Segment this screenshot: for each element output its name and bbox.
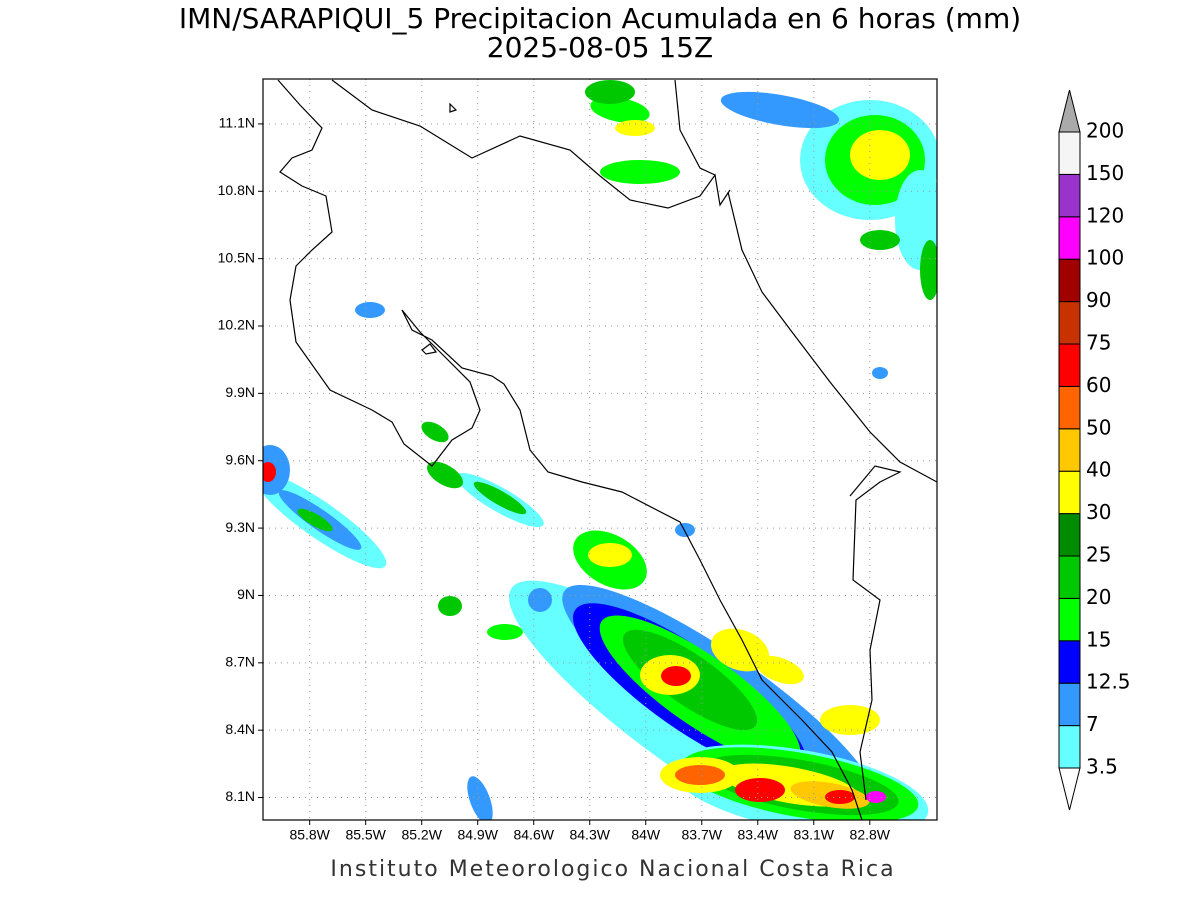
subtitle: 2025-08-05 15Z bbox=[487, 31, 713, 64]
caribbean-coast bbox=[674, 79, 937, 483]
lon-tick-label: 84.3W bbox=[569, 827, 610, 843]
rain-area bbox=[585, 80, 635, 104]
colorbar-segment bbox=[1058, 131, 1081, 175]
colorbar-label: 75 bbox=[1086, 331, 1111, 355]
colorbar-label: 12.5 bbox=[1086, 670, 1131, 694]
lon-tick-label: 85.2W bbox=[401, 827, 442, 843]
colorbar-label: 40 bbox=[1086, 458, 1111, 482]
lat-tick-label: 8.4N bbox=[225, 721, 255, 737]
colorbar-segment bbox=[1058, 682, 1081, 727]
lon-tick-label: 85.5W bbox=[345, 827, 386, 843]
rain-area bbox=[675, 765, 725, 785]
colorbar-label: 7 bbox=[1086, 712, 1099, 736]
colorbar-label: 25 bbox=[1086, 543, 1111, 567]
island bbox=[421, 102, 458, 355]
rain-area bbox=[866, 791, 886, 803]
colorbar-label: 3.5 bbox=[1086, 755, 1118, 779]
rain-area bbox=[735, 778, 785, 802]
colorbar-segment bbox=[1058, 258, 1081, 303]
colorbar-segment bbox=[1058, 597, 1081, 642]
lat-tick-label: 9.3N bbox=[225, 519, 255, 535]
lat-tick-label: 10.5N bbox=[218, 249, 255, 265]
colorbar-segment bbox=[1058, 216, 1081, 260]
rain-area bbox=[820, 705, 880, 735]
precipitation-field bbox=[263, 80, 937, 820]
rain-area bbox=[615, 120, 655, 136]
colorbar-segment bbox=[1058, 725, 1081, 769]
pacific-coast bbox=[277, 79, 863, 820]
coastlines bbox=[277, 79, 937, 820]
colorbar-label: 200 bbox=[1086, 119, 1124, 143]
rain-area bbox=[872, 367, 888, 379]
rain-area bbox=[438, 596, 462, 616]
rain-area bbox=[600, 160, 680, 184]
rain-area bbox=[473, 481, 527, 515]
rain-area bbox=[661, 666, 691, 686]
rain-area bbox=[297, 508, 333, 532]
lon-tick-label: 84W bbox=[631, 827, 661, 843]
rain-area bbox=[467, 776, 493, 820]
colorbar-label: 120 bbox=[1086, 203, 1124, 227]
lon-tick-label: 84.9W bbox=[457, 827, 498, 843]
colorbar-segment bbox=[1058, 470, 1081, 515]
rain-area bbox=[920, 240, 937, 300]
rain-area bbox=[355, 302, 385, 318]
colorbar-label: 30 bbox=[1086, 500, 1111, 524]
rain-area bbox=[263, 462, 276, 482]
colorbar-segment bbox=[1058, 640, 1081, 684]
colorbar-label: 60 bbox=[1086, 373, 1111, 397]
lon-tick-label: 85.8W bbox=[289, 827, 330, 843]
panama-border bbox=[849, 465, 902, 801]
rain-area bbox=[850, 130, 910, 180]
map-frame bbox=[262, 78, 938, 821]
colorbar-label: 20 bbox=[1086, 585, 1111, 609]
lat-tick-label: 10.8N bbox=[218, 182, 255, 198]
lat-tick-label: 9.6N bbox=[225, 451, 255, 467]
colorbar-under bbox=[1058, 767, 1081, 811]
rain-area bbox=[860, 230, 900, 250]
title: IMN/SARAPIQUI_5 Precipitacion Acumulada … bbox=[179, 2, 1021, 35]
lon-tick-label: 83.7W bbox=[682, 827, 723, 843]
rain-area bbox=[421, 421, 449, 443]
rain-area bbox=[710, 628, 770, 672]
lat-tick-label: 8.1N bbox=[225, 788, 255, 804]
colorbar-segment bbox=[1058, 555, 1081, 599]
colorbar: 3.5 7 12.5 15 20 25 30 40 50 60 75 90 100 120 150 200 bbox=[1058, 89, 1131, 811]
lake-shore bbox=[331, 79, 731, 209]
rain-area bbox=[426, 461, 464, 489]
rain-area bbox=[825, 790, 855, 804]
lon-tick-label: 83.4W bbox=[738, 827, 779, 843]
colorbar-over bbox=[1058, 89, 1081, 133]
rain-area bbox=[720, 91, 840, 129]
colorbar-label: 100 bbox=[1086, 246, 1124, 270]
lon-tick-label: 84.6W bbox=[513, 827, 554, 843]
colorbar-label: 15 bbox=[1086, 627, 1111, 651]
colorbar-label: 90 bbox=[1086, 288, 1111, 312]
lat-tick-label: 11.1N bbox=[219, 115, 255, 131]
colorbar-segment bbox=[1058, 385, 1081, 430]
colorbar-segment bbox=[1058, 301, 1081, 345]
rain-area bbox=[588, 543, 632, 567]
rain-area bbox=[675, 523, 695, 537]
footer: Instituto Meteorologico Nacional Costa R… bbox=[330, 857, 895, 882]
lat-tick-label: 8.7N bbox=[225, 654, 255, 670]
colorbar-label: 50 bbox=[1086, 415, 1111, 439]
colorbar-segment bbox=[1058, 513, 1081, 557]
graticule: 85.8W 85.5W 85.2W 84.9W 84.6W 84.3W 84W 83.7W 83… bbox=[218, 79, 937, 843]
rain-area bbox=[528, 588, 552, 612]
rain-area bbox=[487, 624, 523, 640]
colorbar-segment bbox=[1058, 173, 1081, 218]
lat-tick-label: 10.2N bbox=[218, 317, 255, 333]
rain-area bbox=[263, 445, 290, 495]
colorbar-segment bbox=[1058, 428, 1081, 472]
colorbar-segment bbox=[1058, 343, 1081, 387]
lat-tick-label: 9.9N bbox=[225, 384, 255, 400]
lon-tick-label: 82.8W bbox=[850, 827, 891, 843]
colorbar-label: 150 bbox=[1086, 161, 1124, 185]
lon-tick-label: 83.1W bbox=[794, 827, 835, 843]
lat-tick-label: 9N bbox=[237, 586, 255, 602]
